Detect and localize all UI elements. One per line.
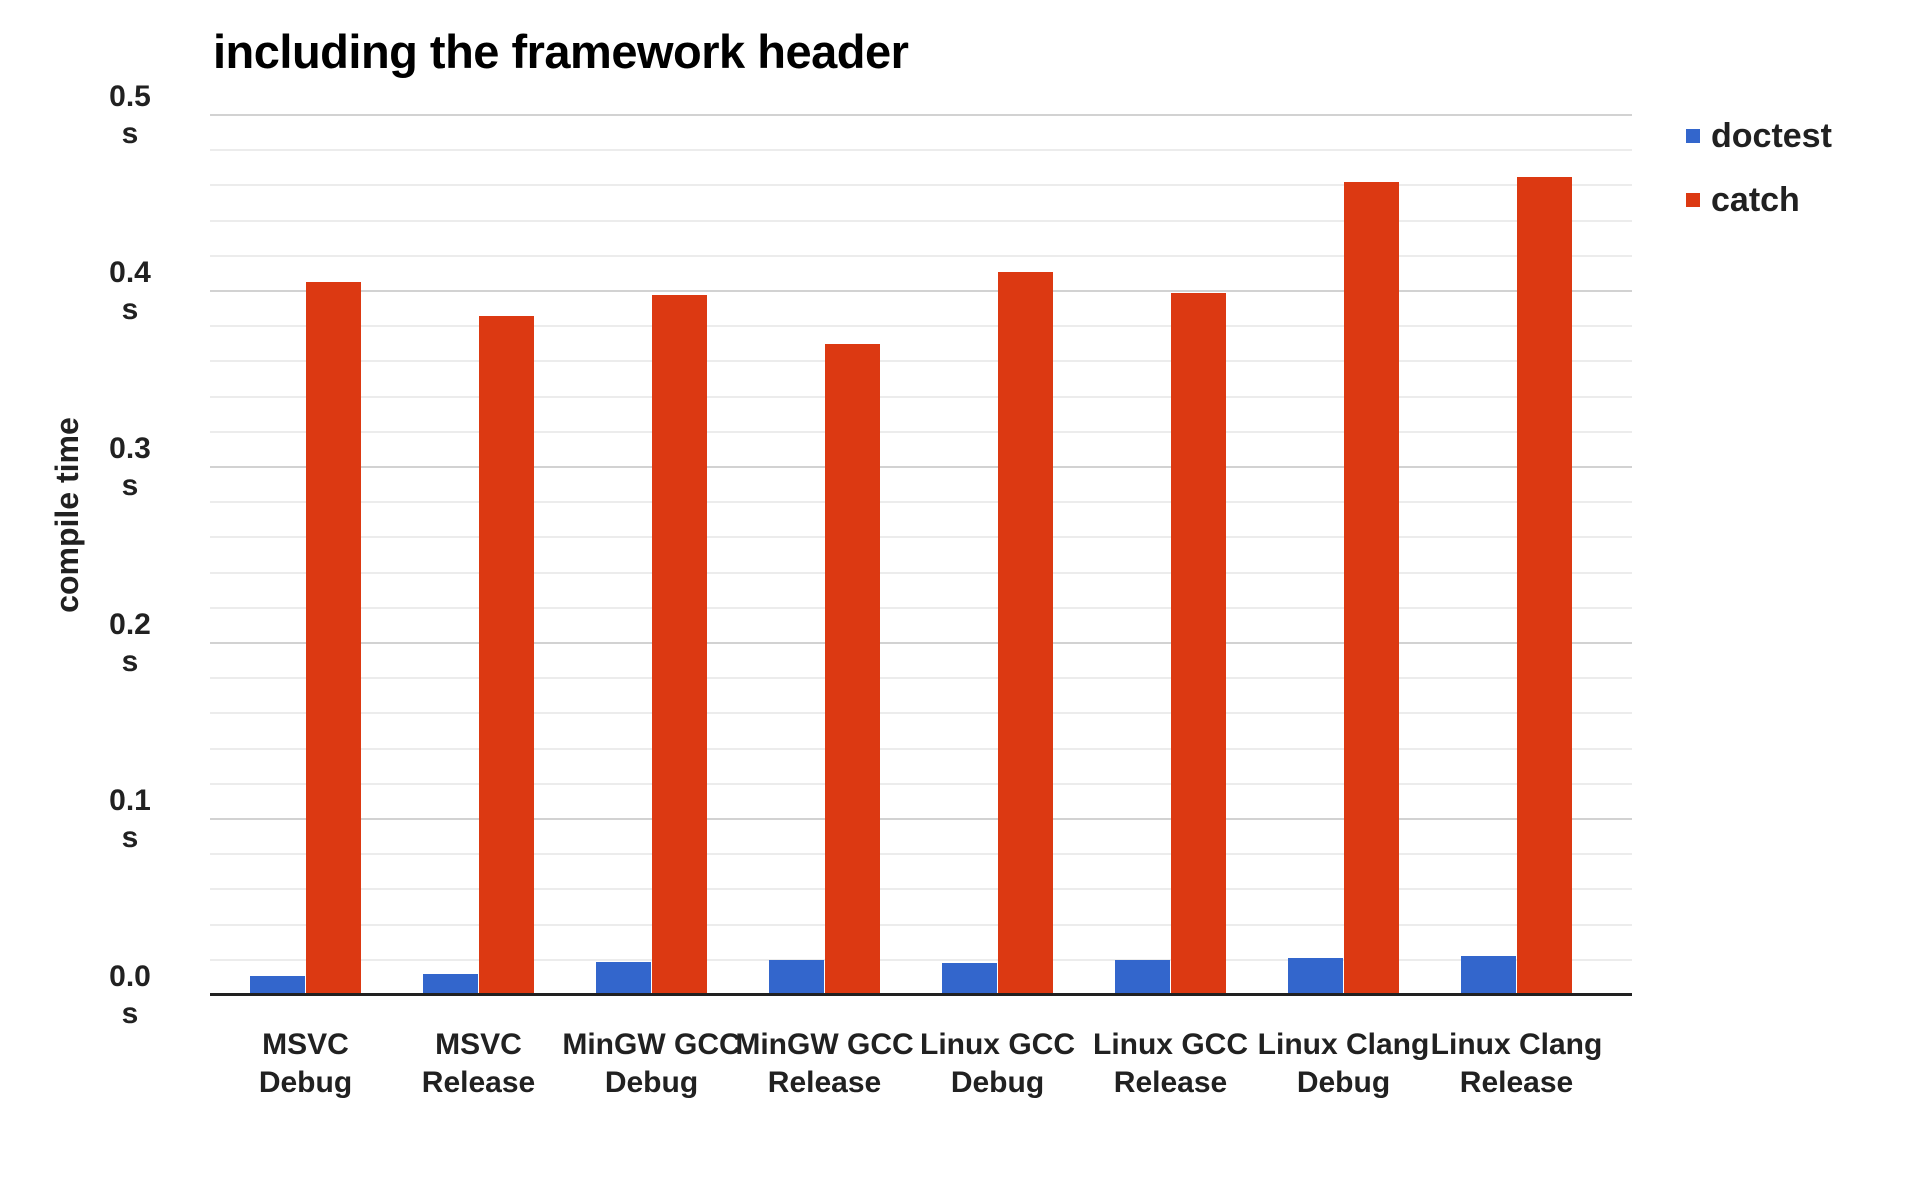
x-axis-label-line1: MSVC xyxy=(435,1028,522,1061)
x-axis-label-line2: Release xyxy=(421,1066,536,1099)
bar-catch xyxy=(825,344,880,995)
y-tick-unit: s xyxy=(121,997,139,1030)
legend-marker-doctest xyxy=(1686,129,1700,143)
y-tick-value: 0.5 xyxy=(109,80,151,113)
bar-doctest xyxy=(596,962,651,995)
legend-marker-catch xyxy=(1686,193,1700,207)
gridline-minor xyxy=(210,360,1632,363)
bar-catch xyxy=(1344,182,1399,995)
x-axis-label-line2: Debug xyxy=(258,1066,353,1099)
legend-entry: doctest xyxy=(1686,116,1832,156)
y-tick-unit: s xyxy=(121,293,139,326)
gridline-minor xyxy=(210,853,1632,856)
gridline-minor xyxy=(210,782,1632,785)
x-axis-label: MSVC Debug xyxy=(201,1026,411,1102)
gridline-minor xyxy=(210,254,1632,257)
gridline-minor xyxy=(210,571,1632,574)
gridline-minor xyxy=(210,888,1632,891)
gridline-minor xyxy=(210,712,1632,715)
bar-catch xyxy=(652,295,707,995)
y-tick-label: 0.0 s xyxy=(75,958,185,1032)
x-axis-line xyxy=(210,993,1632,996)
bar-catch xyxy=(479,316,534,995)
bar-doctest xyxy=(250,976,305,995)
x-axis-label-line2: Release xyxy=(1113,1066,1228,1099)
bar-doctest xyxy=(1115,960,1170,995)
bar-doctest xyxy=(1288,958,1343,995)
bar-catch xyxy=(998,272,1053,995)
gridline-minor xyxy=(210,325,1632,328)
bar-doctest xyxy=(942,963,997,995)
legend-label: catch xyxy=(1711,181,1800,219)
y-tick-value: 0.2 xyxy=(109,608,151,641)
x-axis-label: MSVC Release xyxy=(374,1026,584,1102)
y-tick-value: 0.0 xyxy=(109,960,151,993)
x-axis-label-line2: Debug xyxy=(950,1066,1045,1099)
y-tick-label: 0.3 s xyxy=(75,430,185,504)
gridline-minor xyxy=(210,184,1632,187)
gridline-major xyxy=(210,466,1632,468)
y-tick-unit: s xyxy=(121,645,139,678)
y-tick-label: 0.2 s xyxy=(75,606,185,680)
gridline-minor xyxy=(210,430,1632,433)
gridline-major xyxy=(210,290,1632,292)
x-axis-label-line2: Release xyxy=(1459,1066,1574,1099)
gridline-minor xyxy=(210,677,1632,680)
gridline-minor xyxy=(210,536,1632,539)
x-axis-label: MinGW GCC Debug xyxy=(547,1026,757,1102)
x-axis-label: Linux Clang Release xyxy=(1412,1026,1622,1102)
x-axis-label: Linux GCC Release xyxy=(1066,1026,1276,1102)
gridline-minor xyxy=(210,606,1632,609)
bar-doctest xyxy=(769,960,824,995)
gridline-major xyxy=(210,818,1632,820)
gridline-major xyxy=(210,642,1632,644)
bar-catch xyxy=(1517,177,1572,995)
x-axis-label-line1: MinGW GCC xyxy=(735,1028,914,1061)
x-axis-label-line1: Linux Clang xyxy=(1430,1028,1603,1061)
bar-catch xyxy=(1171,293,1226,995)
gridline-minor xyxy=(210,149,1632,152)
x-axis-label: MinGW GCC Release xyxy=(720,1026,930,1102)
bar-doctest xyxy=(1461,956,1516,995)
gridline-minor xyxy=(210,923,1632,926)
y-tick-value: 0.1 xyxy=(109,784,151,817)
bar-catch xyxy=(306,282,361,995)
gridline-major xyxy=(210,114,1632,116)
chart-title: including the framework header xyxy=(213,25,909,78)
x-axis-label-line2: Release xyxy=(767,1066,882,1099)
y-tick-unit: s xyxy=(121,117,139,150)
y-tick-label: 0.1 s xyxy=(75,782,185,856)
y-tick-label: 0.5 s xyxy=(75,78,185,152)
x-axis-label-line2: Debug xyxy=(1296,1066,1391,1099)
x-axis-label-line2: Debug xyxy=(604,1066,699,1099)
gridline-minor xyxy=(210,958,1632,961)
x-axis-label-line1: MSVC xyxy=(262,1028,349,1061)
x-axis-label-line1: Linux GCC xyxy=(1093,1028,1248,1061)
y-tick-value: 0.4 xyxy=(109,256,151,289)
x-axis-label-line1: Linux GCC xyxy=(920,1028,1075,1061)
x-axis-label: Linux Clang Debug xyxy=(1239,1026,1449,1102)
x-axis-label-line1: MinGW GCC xyxy=(562,1028,741,1061)
bar-doctest xyxy=(423,974,478,995)
legend: doctest catch xyxy=(1686,116,1832,244)
y-tick-unit: s xyxy=(121,469,139,502)
legend-label: doctest xyxy=(1711,117,1832,155)
legend-entry: catch xyxy=(1686,180,1832,220)
gridline-minor xyxy=(210,219,1632,222)
y-tick-label: 0.4 s xyxy=(75,254,185,328)
y-tick-value: 0.3 xyxy=(109,432,151,465)
x-axis-label: Linux GCC Debug xyxy=(893,1026,1103,1102)
gridline-minor xyxy=(210,747,1632,750)
gridline-minor xyxy=(210,501,1632,504)
x-axis-label-line1: Linux Clang xyxy=(1257,1028,1430,1061)
y-tick-unit: s xyxy=(121,821,139,854)
gridline-minor xyxy=(210,395,1632,398)
